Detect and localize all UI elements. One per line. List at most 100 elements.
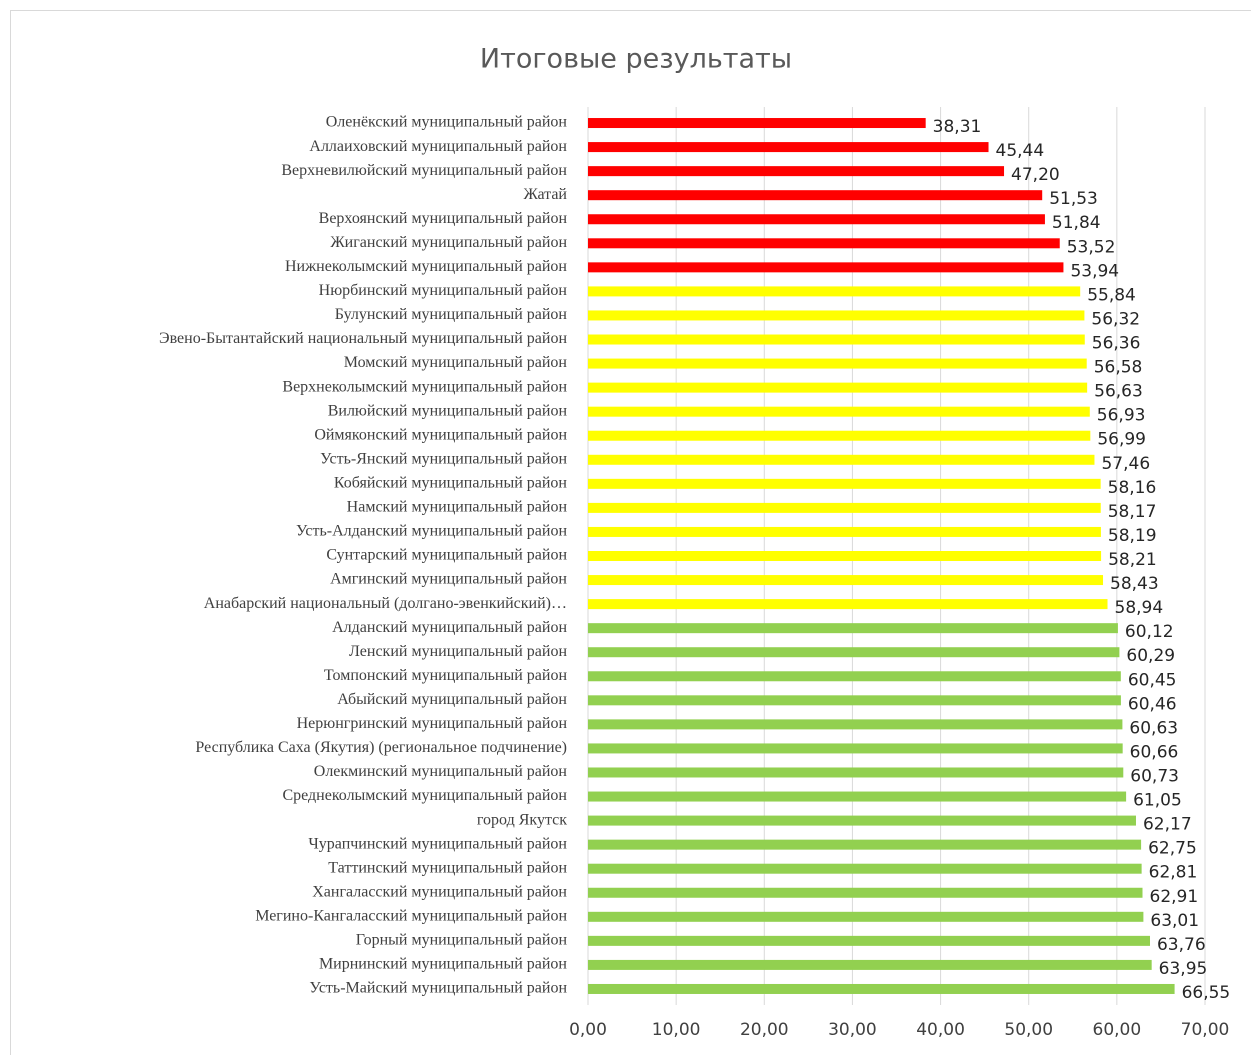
x-tick-label: 70,00	[1181, 1020, 1230, 1040]
bar	[588, 358, 1087, 369]
value-label: 60,29	[1126, 646, 1175, 666]
value-label: 63,95	[1159, 959, 1208, 979]
value-label: 60,46	[1128, 694, 1177, 714]
y-tick-label: Жатай	[524, 186, 568, 203]
bar	[588, 839, 1142, 850]
y-tick-label: город Якутск	[477, 811, 567, 828]
bar	[588, 382, 1088, 393]
bar	[588, 767, 1124, 778]
bar	[588, 551, 1102, 561]
bar	[588, 238, 1060, 249]
bar	[588, 214, 1045, 225]
y-tick-label: Усть-Янский муниципальный район	[320, 450, 567, 467]
value-label: 58,19	[1108, 526, 1157, 546]
y-tick-label: Нерюнгринский муниципальный район	[297, 715, 568, 732]
value-label: 62,81	[1149, 863, 1198, 883]
y-tick-label: Мирнинский муниципальный район	[319, 956, 567, 973]
value-label: 62,75	[1148, 839, 1197, 859]
y-tick-label: Горный муниципальный район	[356, 932, 568, 949]
y-tick-label: Верхнеколымский муниципальный район	[282, 378, 567, 395]
y-tick-label: Вилюйский муниципальный район	[328, 402, 568, 419]
value-label: 56,58	[1094, 358, 1143, 378]
y-tick-label: Оймяконский муниципальный район	[314, 426, 567, 443]
x-tick-label: 30,00	[828, 1020, 877, 1040]
bar	[588, 647, 1120, 658]
y-tick-label: Оленёкский муниципальный район	[326, 114, 568, 131]
value-label: 58,16	[1108, 478, 1157, 498]
y-tick-label: Сунтарский муниципальный район	[326, 547, 567, 564]
bar	[588, 983, 1175, 994]
bar	[588, 599, 1108, 610]
y-tick-label: Мегино-Кангаласский муниципальный район	[255, 907, 567, 924]
y-tick-label: Момский муниципальный район	[344, 354, 568, 371]
bar	[588, 887, 1143, 898]
bar	[588, 719, 1123, 730]
y-tick-label: Верхоянский муниципальный район	[319, 210, 568, 227]
value-label: 56,32	[1091, 309, 1140, 329]
value-label: 51,84	[1052, 213, 1101, 233]
value-label: 56,93	[1097, 406, 1146, 426]
value-label: 38,31	[933, 117, 982, 137]
y-tick-label: Усть-Майский муниципальный район	[309, 980, 567, 997]
value-label: 45,44	[996, 141, 1045, 161]
y-tick-label: Среднеколымский муниципальный район	[282, 787, 567, 804]
y-tick-label: Томпонский муниципальный район	[324, 667, 568, 684]
value-label: 55,84	[1087, 285, 1136, 305]
bar	[588, 743, 1123, 754]
y-tick-label: Намский муниципальный район	[347, 499, 568, 516]
chart-title: Итоговые результаты	[480, 44, 792, 75]
bar	[588, 911, 1144, 922]
bar	[588, 166, 1005, 177]
bar	[588, 406, 1090, 417]
bar	[588, 430, 1091, 441]
bar	[588, 478, 1101, 489]
bar	[588, 142, 989, 153]
y-tick-label: Хангаласский муниципальный район	[312, 883, 567, 900]
value-label: 60,12	[1125, 622, 1174, 642]
bar	[588, 935, 1150, 946]
y-tick-label: Нижнеколымский муниципальный район	[285, 258, 567, 275]
value-label: 58,21	[1108, 550, 1157, 570]
value-label: 51,53	[1049, 189, 1098, 209]
y-tick-label: Алданский муниципальный район	[332, 619, 567, 636]
bar	[588, 863, 1142, 874]
value-label: 53,52	[1067, 237, 1116, 257]
bar	[588, 286, 1081, 297]
y-tick-label: Эвено-Бытантайский национальный муниципа…	[159, 330, 567, 347]
value-label: 66,55	[1182, 983, 1231, 1003]
y-tick-label: Усть-Алданский муниципальный район	[296, 523, 567, 540]
bar	[588, 695, 1121, 706]
y-tick-label: Ленский муниципальный район	[349, 643, 567, 660]
x-tick-label: 20,00	[740, 1020, 789, 1040]
y-tick-label: Аллаиховский муниципальный район	[309, 138, 567, 155]
y-tick-label: Амгинский муниципальный район	[330, 571, 567, 588]
y-tick-label: Анабарский национальный (долгано-эвенкий…	[204, 595, 567, 612]
bar	[588, 334, 1085, 345]
value-label: 58,43	[1110, 574, 1159, 594]
x-tick-label: 40,00	[916, 1020, 965, 1040]
value-label: 58,94	[1115, 598, 1164, 618]
value-label: 60,66	[1130, 742, 1179, 762]
bar	[588, 815, 1136, 826]
x-tick-label: 0,00	[569, 1020, 607, 1040]
bar	[588, 118, 926, 129]
value-label: 60,73	[1130, 766, 1179, 786]
value-label: 47,20	[1011, 165, 1060, 185]
bar	[588, 623, 1118, 634]
bar	[588, 575, 1104, 586]
bar	[588, 671, 1121, 682]
bar	[588, 454, 1095, 465]
bar	[588, 959, 1152, 970]
y-tick-label: Чурапчинский муниципальный район	[308, 835, 567, 852]
value-label: 58,17	[1108, 502, 1157, 522]
value-label: 62,91	[1150, 887, 1199, 907]
bar	[588, 791, 1127, 802]
value-label: 63,01	[1150, 911, 1199, 931]
y-tick-label: Жиганский муниципальный район	[330, 234, 567, 251]
bar	[588, 310, 1085, 321]
y-tick-label: Верхневилюйский муниципальный район	[281, 162, 567, 179]
value-label: 57,46	[1101, 454, 1150, 474]
value-label: 56,63	[1094, 382, 1143, 402]
x-tick-label: 50,00	[1004, 1020, 1053, 1040]
